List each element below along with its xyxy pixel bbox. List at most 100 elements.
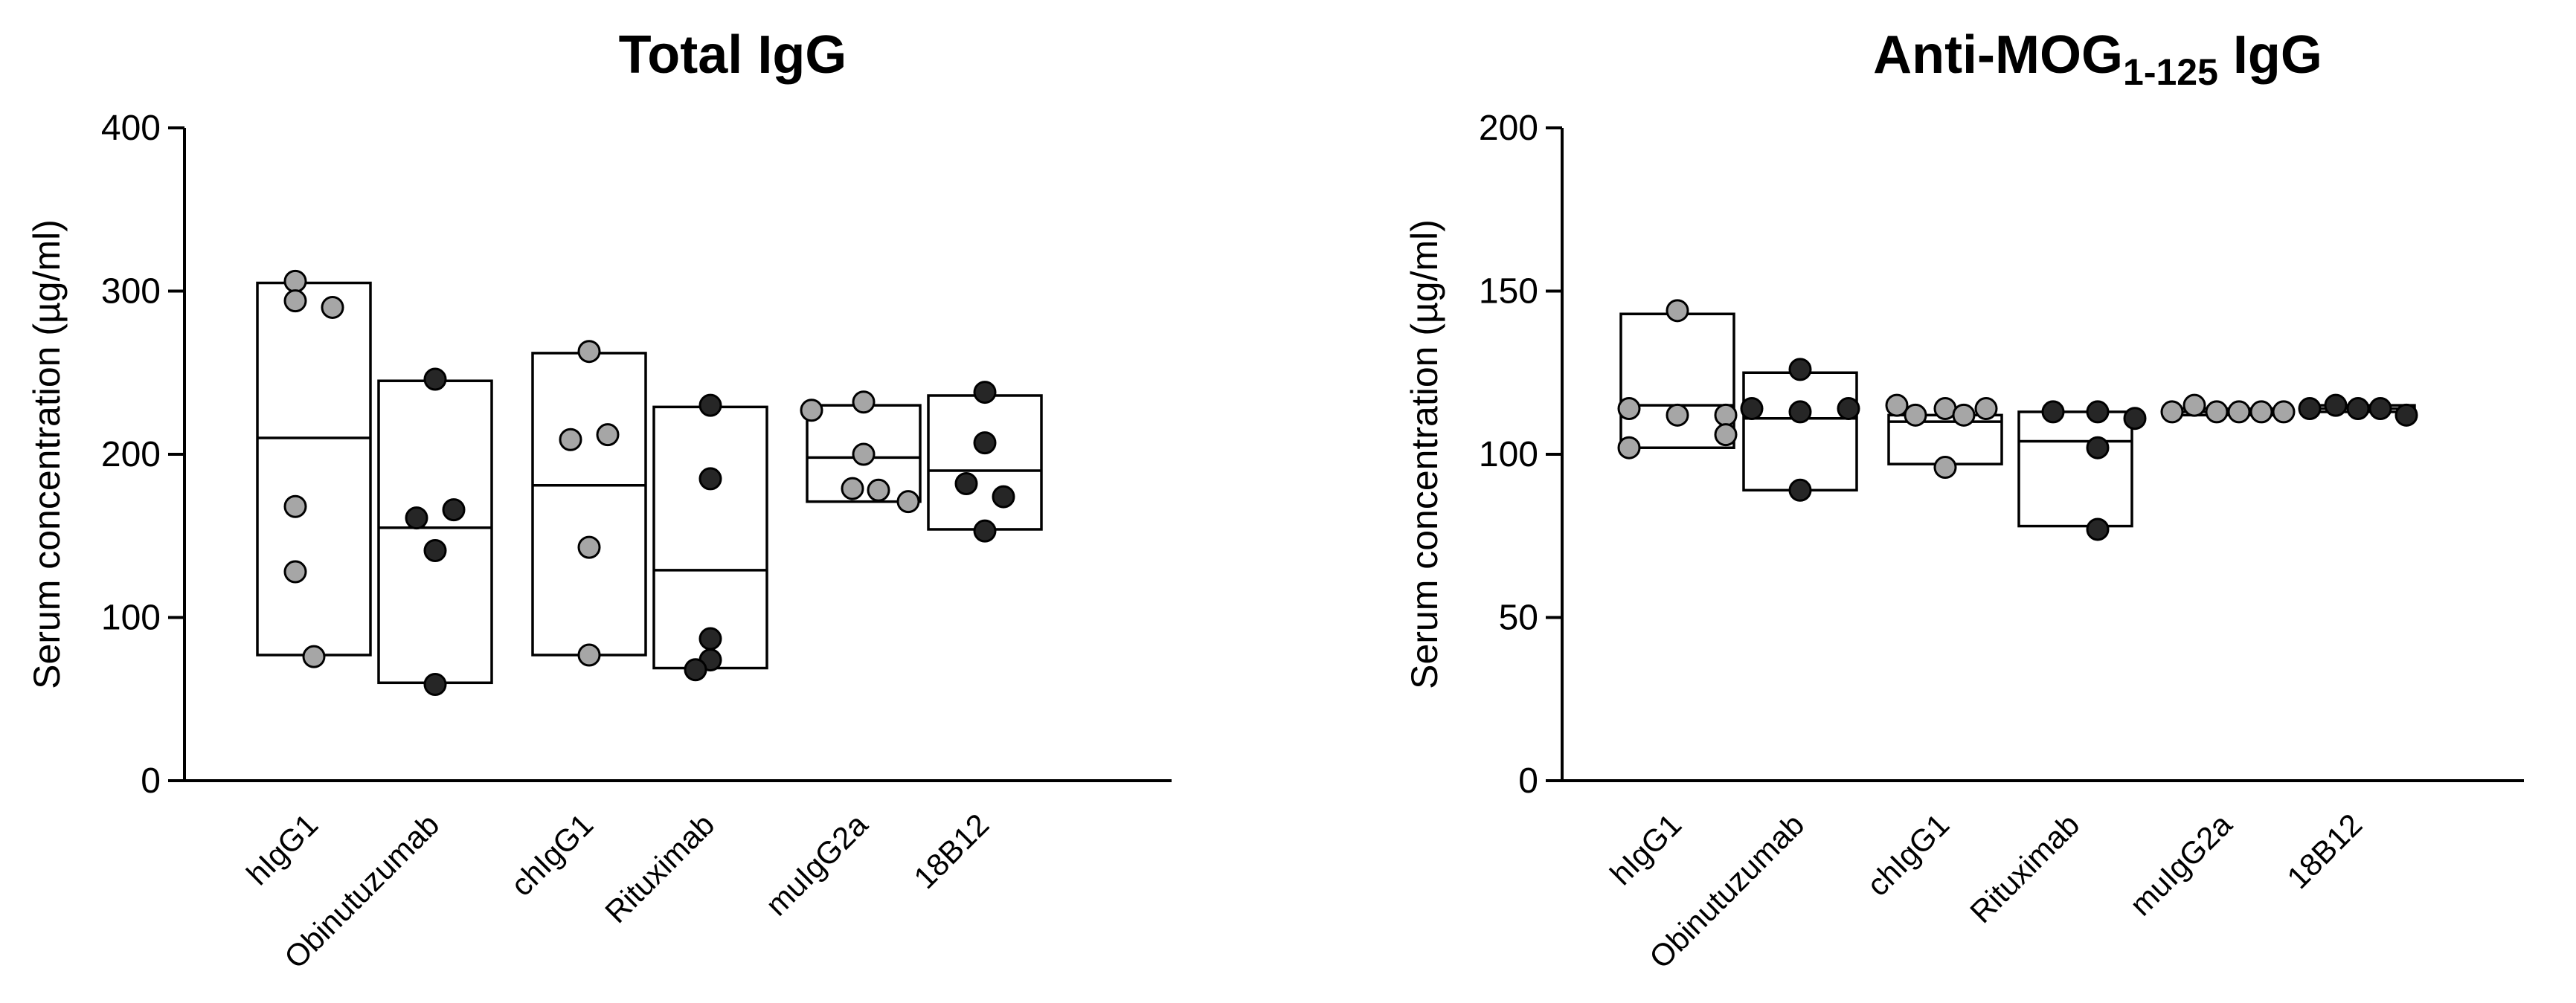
data-point	[2123, 407, 2147, 430]
data-point	[1788, 358, 1812, 381]
data-point	[973, 519, 997, 543]
y-tick-label: 0	[1518, 761, 1538, 801]
data-point	[283, 560, 307, 584]
data-point	[867, 478, 890, 502]
data-point	[1666, 299, 1689, 323]
panel-anti-mog-igg: Anti-MOG1-125 IgG Serum concentration (µg…	[1404, 25, 2524, 975]
y-tick-label: 400	[101, 109, 161, 148]
x-category-label: Rituximab	[1963, 807, 2086, 929]
data-point	[1617, 436, 1641, 459]
data-point	[896, 490, 920, 514]
data-point	[2394, 403, 2418, 427]
data-point	[992, 485, 1015, 509]
chart-title-main: Total IgG	[619, 25, 847, 85]
chart-title-subscript: 1-125	[2123, 51, 2218, 93]
data-point	[1740, 397, 1764, 421]
data-point	[841, 477, 864, 500]
data-point	[302, 645, 326, 668]
x-category-label: hIgG1	[240, 807, 324, 891]
x-category-label: muIgG2a	[759, 807, 875, 923]
chart-title: Anti-MOG1-125 IgG	[1873, 25, 2322, 93]
data-point	[2205, 400, 2229, 424]
x-category-label: Rituximab	[598, 807, 721, 929]
range-box	[927, 394, 1043, 531]
panel-total-igg: Total IgG Serum concentration (µg/ml) 0 100…	[26, 25, 1172, 975]
data-point	[2041, 400, 2065, 424]
data-point	[852, 442, 876, 466]
data-point	[283, 269, 307, 293]
y-axis-label: Serum concentration (µg/ml)	[26, 219, 68, 689]
data-point	[1885, 393, 1909, 417]
y-tick-label: 0	[141, 761, 161, 801]
data-point	[2249, 400, 2273, 424]
x-category-label: 18B12	[2280, 807, 2368, 895]
data-point	[405, 506, 428, 530]
data-point	[577, 643, 601, 667]
data-point	[1837, 397, 1860, 421]
data-point	[2086, 400, 2110, 424]
x-category-label: muIgG2a	[2123, 807, 2239, 923]
y-tick-label: 150	[1479, 272, 1538, 312]
data-point	[698, 627, 722, 651]
data-point	[1974, 397, 1998, 421]
data-point	[800, 399, 823, 422]
data-point	[954, 472, 978, 496]
data-point	[2160, 400, 2184, 424]
data-point	[442, 498, 466, 522]
range-box	[1742, 371, 1858, 492]
x-category-label: chIgG1	[1860, 807, 1956, 903]
chart-title-suffix: IgG	[2218, 25, 2322, 85]
data-point	[973, 381, 997, 404]
data-point	[698, 393, 722, 417]
y-tick-label: 200	[1479, 109, 1538, 148]
data-point	[423, 539, 447, 563]
data-point	[2086, 436, 2110, 459]
data-point	[2324, 393, 2348, 417]
y-tick-label: 50	[1499, 599, 1538, 638]
data-point	[1952, 403, 1976, 427]
data-point	[2298, 397, 2322, 421]
data-point	[596, 423, 620, 447]
data-point	[2272, 400, 2296, 424]
data-point	[1617, 397, 1641, 421]
data-point	[2368, 397, 2392, 421]
data-point	[1788, 400, 1812, 424]
data-point	[1904, 403, 1927, 427]
data-point	[852, 390, 876, 414]
data-point	[698, 467, 722, 491]
range-box	[531, 352, 647, 657]
y-axis-label: Serum concentration (µg/ml)	[1404, 219, 1445, 689]
chart-title-main: Anti-MOG	[1873, 25, 2123, 85]
data-point	[321, 295, 344, 319]
data-point	[1788, 478, 1812, 502]
data-point	[1666, 403, 1689, 427]
y-tick-label: 200	[101, 435, 161, 474]
range-box	[256, 281, 372, 657]
x-category-label: chIgG1	[504, 807, 600, 903]
y-tick-label: 300	[101, 272, 161, 312]
data-point	[1714, 423, 1738, 447]
range-box	[2017, 410, 2133, 528]
chart-title: Total IgG	[619, 25, 847, 85]
data-point	[684, 658, 707, 682]
data-point	[1933, 456, 1957, 480]
y-tick-label: 100	[1479, 435, 1538, 474]
x-category-label: hIgG1	[1603, 807, 1688, 891]
data-point	[283, 494, 307, 518]
data-point	[2227, 400, 2251, 424]
data-point	[423, 367, 447, 391]
data-point	[2346, 397, 2370, 421]
data-point	[423, 672, 447, 696]
data-point	[973, 431, 997, 455]
data-point	[1714, 403, 1738, 427]
data-point	[283, 289, 307, 313]
data-point	[577, 340, 601, 364]
x-category-label: 18B12	[907, 807, 995, 895]
data-point	[559, 428, 582, 451]
y-tick-label: 100	[101, 599, 161, 638]
data-point	[2086, 517, 2110, 541]
data-point	[577, 535, 601, 559]
range-box	[377, 379, 493, 685]
data-point	[2182, 393, 2206, 417]
